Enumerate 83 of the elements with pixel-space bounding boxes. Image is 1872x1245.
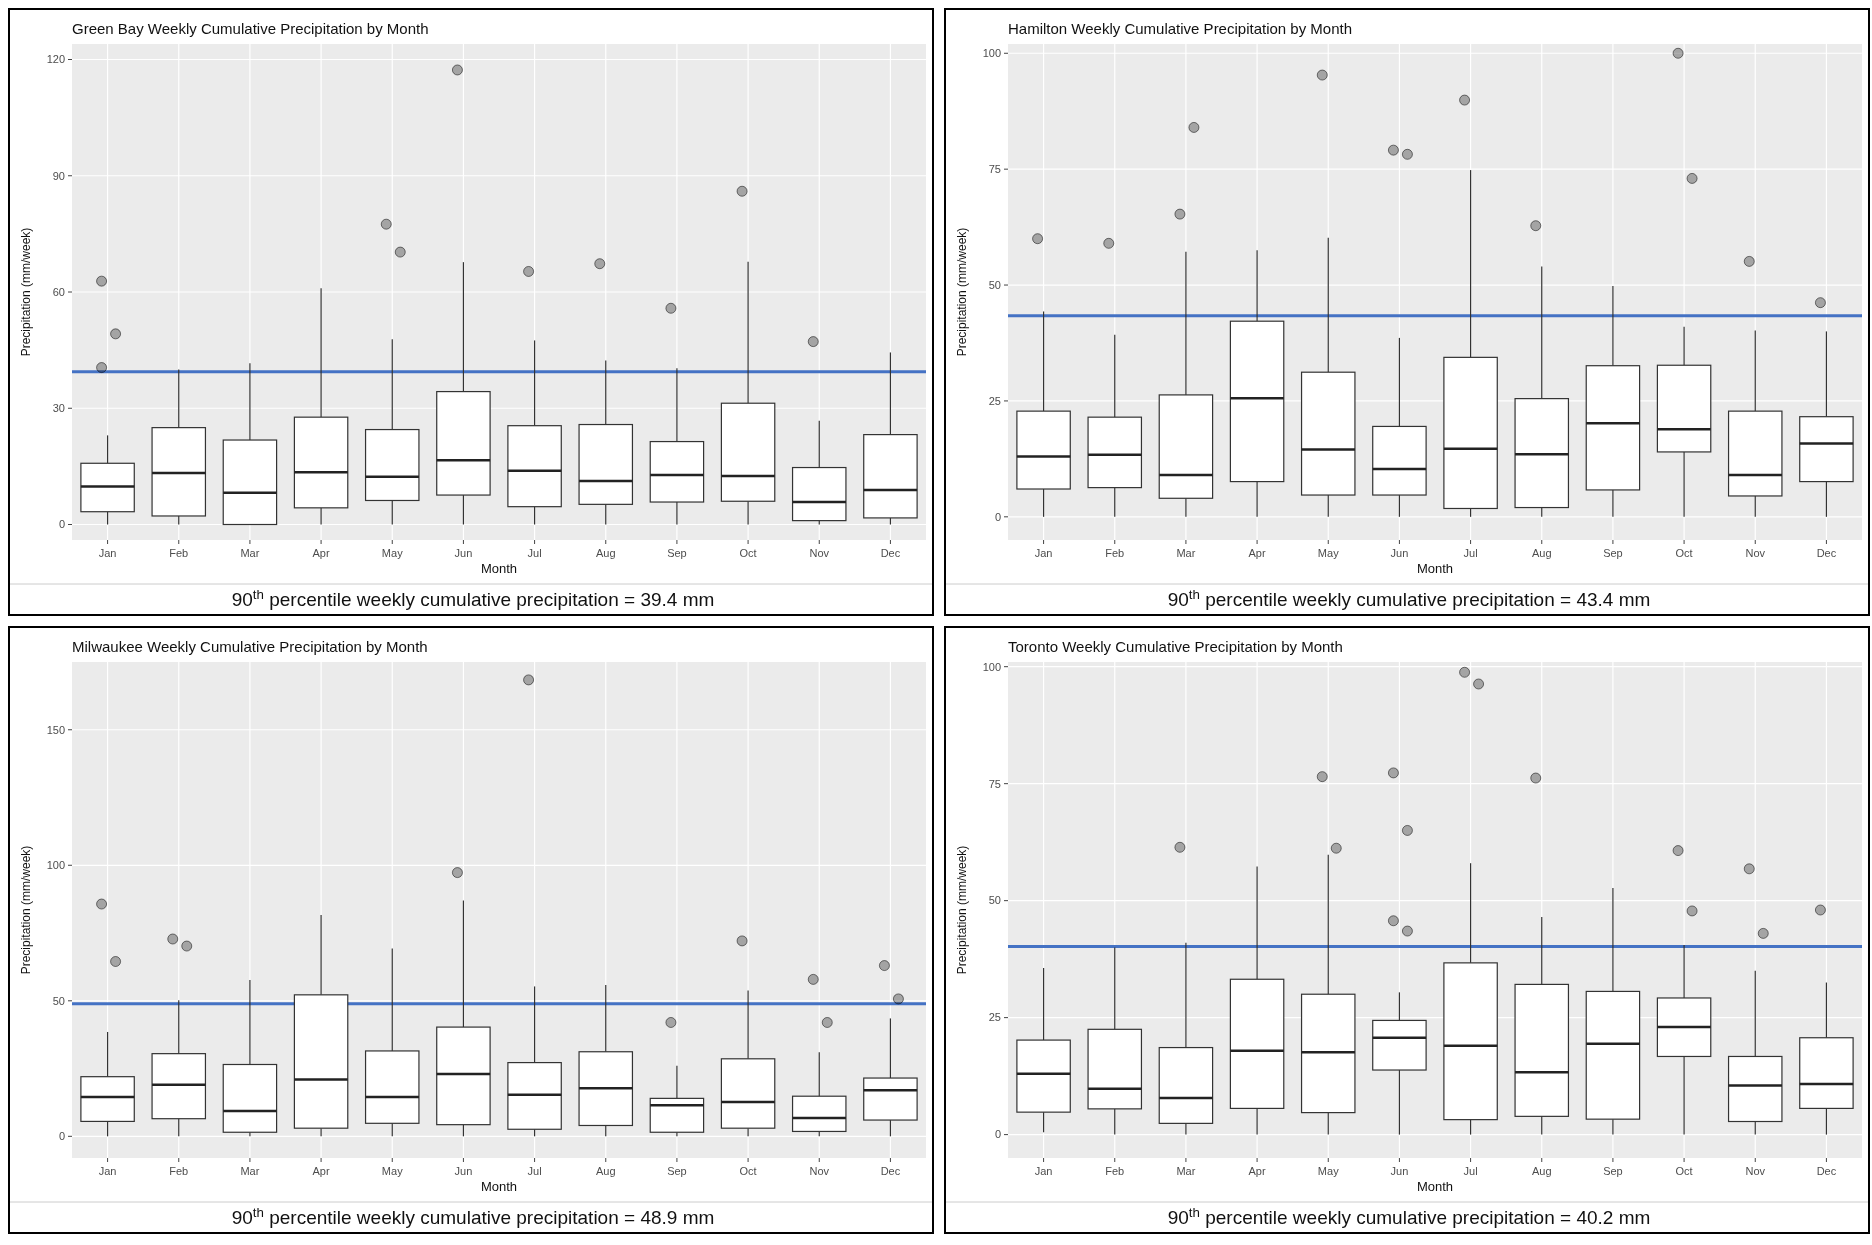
chart-title: Milwaukee Weekly Cumulative Precipitation by Month (72, 638, 428, 655)
x-tick-label: Aug (1531, 1165, 1552, 1177)
y-tick-label: 100 (46, 859, 65, 872)
x-axis-title: Month (1416, 561, 1454, 576)
x-tick-label: Feb (169, 1165, 189, 1177)
x-tick-label: May (381, 547, 404, 559)
y-tick-label: 75 (988, 163, 1001, 176)
x-tick-label: Sep (667, 1165, 687, 1177)
text: 90$^{th}$ percentile weekly cumulative precipitation = 48.9 mm (231, 1204, 715, 1228)
x-tick-label: Sep (1603, 547, 1623, 559)
x-tick-label: Oct (739, 547, 757, 559)
x-tick-label: Feb (1105, 1165, 1125, 1177)
x-tick-label: Apr (312, 547, 330, 559)
x-tick-label: Dec (1816, 1165, 1837, 1177)
x-tick-label: Dec (880, 547, 901, 559)
x-tick-label: Dec (1816, 547, 1837, 559)
y-tick-label: 100 (982, 660, 1001, 673)
x-tick-label: Jul (527, 1165, 542, 1177)
x-tick-label: Jun (1390, 1165, 1409, 1177)
x-tick-label: Jan (1034, 547, 1053, 559)
text: 90$^{th}$ percentile weekly cumulative precipitation = 40.2 mm (1167, 1204, 1651, 1228)
x-tick-label: Feb (1105, 547, 1125, 559)
y-tick-label: 50 (988, 278, 1001, 291)
x-tick-label: Jan (98, 547, 117, 559)
x-tick-label: Oct (739, 1165, 757, 1177)
x-tick-label: Mar (1176, 547, 1196, 559)
y-axis-title: Precipitation (mm/week) (955, 845, 969, 975)
x-tick-label: Aug (595, 547, 616, 559)
x-tick-label: May (1317, 547, 1340, 559)
y-axis-title: Precipitation (mm/week) (955, 227, 969, 357)
x-tick-label: Mar (1176, 1165, 1196, 1177)
x-tick-label: Jan (1034, 1165, 1053, 1177)
x-tick-label: Apr (1248, 1165, 1266, 1177)
x-tick-label: Nov (1745, 1165, 1766, 1177)
x-tick-label: Sep (667, 547, 687, 559)
text: 90$^{th}$ percentile weekly cumulative precipitation = 39.4 mm (231, 586, 715, 610)
x-tick-label: Jul (1463, 1165, 1478, 1177)
x-tick-label: Jul (1463, 547, 1478, 559)
x-tick-label: Jun (1390, 547, 1409, 559)
x-tick-label: Oct (1675, 1165, 1693, 1177)
y-tick-label: 0 (994, 1128, 1001, 1141)
y-axis-title: Precipitation (mm/week) (19, 845, 33, 975)
y-tick-label: 0 (58, 518, 65, 531)
x-tick-label: Oct (1675, 547, 1693, 559)
x-tick-label: Nov (809, 1165, 830, 1177)
chart-title: Toronto Weekly Cumulative Precipitation by Month (1008, 638, 1343, 655)
x-tick-label: Apr (1248, 547, 1266, 559)
x-tick-label: Jun (454, 547, 473, 559)
chart-title: Green Bay Weekly Cumulative Precipitation by Month (72, 20, 429, 37)
y-tick-label: 75 (988, 777, 1001, 790)
x-tick-label: Mar (240, 1165, 260, 1177)
y-tick-label: 100 (982, 47, 1001, 60)
y-tick-label: 150 (46, 723, 65, 736)
x-tick-label: Feb (169, 547, 189, 559)
y-axis-title: Precipitation (mm/week) (19, 227, 33, 357)
x-tick-label: May (381, 1165, 404, 1177)
x-tick-label: Aug (1531, 547, 1552, 559)
x-tick-label: Sep (1603, 1165, 1623, 1177)
x-axis-title: Month (480, 561, 518, 576)
x-tick-label: Jan (98, 1165, 117, 1177)
y-tick-label: 120 (46, 53, 65, 66)
y-tick-label: 30 (52, 402, 65, 415)
x-tick-label: Apr (312, 1165, 330, 1177)
x-tick-label: Dec (880, 1165, 901, 1177)
x-axis-title: Month (1416, 1179, 1454, 1194)
y-tick-label: 25 (988, 1011, 1001, 1024)
x-tick-label: Aug (595, 1165, 616, 1177)
x-tick-label: Jul (527, 547, 542, 559)
y-tick-label: 60 (52, 285, 65, 298)
x-tick-label: May (1317, 1165, 1340, 1177)
y-tick-label: 50 (988, 894, 1001, 907)
y-tick-label: 90 (52, 169, 65, 182)
chart-title: Hamilton Weekly Cumulative Precipitation by Month (1008, 20, 1353, 37)
x-axis-title: Month (480, 1179, 518, 1194)
text: 90$^{th}$ percentile weekly cumulative precipitation = 43.4 mm (1167, 586, 1651, 610)
y-tick-label: 0 (58, 1130, 65, 1143)
x-tick-label: Mar (240, 547, 260, 559)
y-tick-label: 0 (994, 510, 1001, 523)
y-tick-label: 25 (988, 394, 1001, 407)
x-tick-label: Jun (454, 1165, 473, 1177)
y-tick-label: 50 (52, 994, 65, 1007)
x-tick-label: Nov (1745, 547, 1766, 559)
x-tick-label: Nov (809, 547, 830, 559)
